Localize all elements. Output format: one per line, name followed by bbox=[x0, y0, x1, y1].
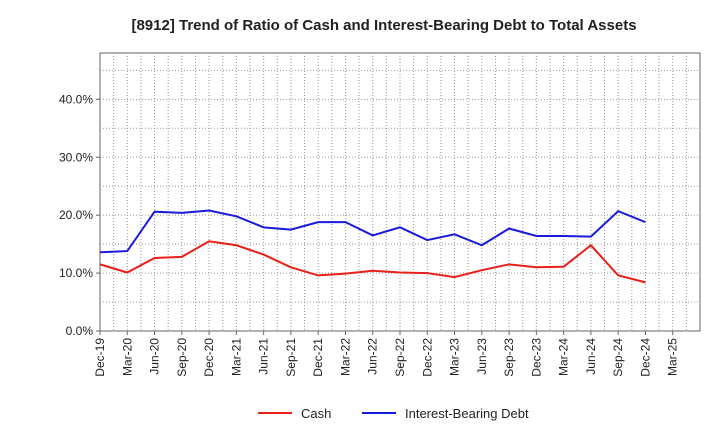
legend-label: Cash bbox=[301, 406, 331, 421]
x-tick-label: Jun-24 bbox=[584, 338, 598, 375]
series-group bbox=[99, 209, 646, 284]
x-axis: Dec-19 Mar-20 Jun-20 Sep-20 Dec-20 Mar-21 Jun-… bbox=[93, 331, 680, 377]
x-tick-label: Sep-20 bbox=[175, 338, 189, 377]
x-tick-label: Dec-21 bbox=[311, 338, 325, 377]
x-tick-label: Jun-22 bbox=[366, 338, 380, 375]
legend-label: Interest-Bearing Debt bbox=[405, 406, 529, 421]
series-line-interest-bearing-debt bbox=[99, 209, 646, 254]
chart-title: [8912] Trend of Ratio of Cash and Intere… bbox=[131, 17, 636, 34]
x-tick-label: Dec-24 bbox=[638, 338, 652, 377]
x-tick-label: Dec-22 bbox=[420, 338, 434, 377]
grid bbox=[100, 53, 700, 331]
y-tick-label: 40.0% bbox=[59, 92, 93, 106]
x-tick-label: Sep-23 bbox=[502, 338, 516, 377]
x-tick-label: Mar-24 bbox=[557, 338, 571, 376]
y-tick-label: 10.0% bbox=[59, 266, 93, 280]
x-tick-label: Mar-20 bbox=[120, 338, 134, 376]
legend: Cash Interest-Bearing Debt bbox=[258, 406, 529, 421]
y-tick-label: 0.0% bbox=[66, 324, 94, 338]
x-tick-label: Mar-23 bbox=[448, 338, 462, 376]
x-tick-label: Sep-22 bbox=[393, 338, 407, 377]
y-tick-label: 20.0% bbox=[59, 208, 93, 222]
series-line-cash bbox=[99, 240, 646, 284]
x-tick-label: Jun-21 bbox=[257, 338, 271, 375]
x-tick-label: Mar-22 bbox=[338, 338, 352, 376]
x-tick-label: Jun-23 bbox=[475, 338, 489, 375]
x-tick-label: Sep-21 bbox=[284, 338, 298, 377]
x-tick-label: Mar-25 bbox=[666, 338, 680, 376]
x-tick-label: Jun-20 bbox=[148, 338, 162, 375]
x-tick-label: Dec-19 bbox=[93, 338, 107, 377]
x-tick-label: Dec-23 bbox=[529, 338, 543, 377]
y-tick-label: 30.0% bbox=[59, 150, 93, 164]
x-tick-label: Sep-24 bbox=[611, 338, 625, 377]
y-axis: 0.0% 10.0% 20.0% 30.0% 40.0% bbox=[59, 92, 100, 338]
x-tick-label: Dec-20 bbox=[202, 338, 216, 377]
x-tick-label: Mar-21 bbox=[229, 338, 243, 376]
